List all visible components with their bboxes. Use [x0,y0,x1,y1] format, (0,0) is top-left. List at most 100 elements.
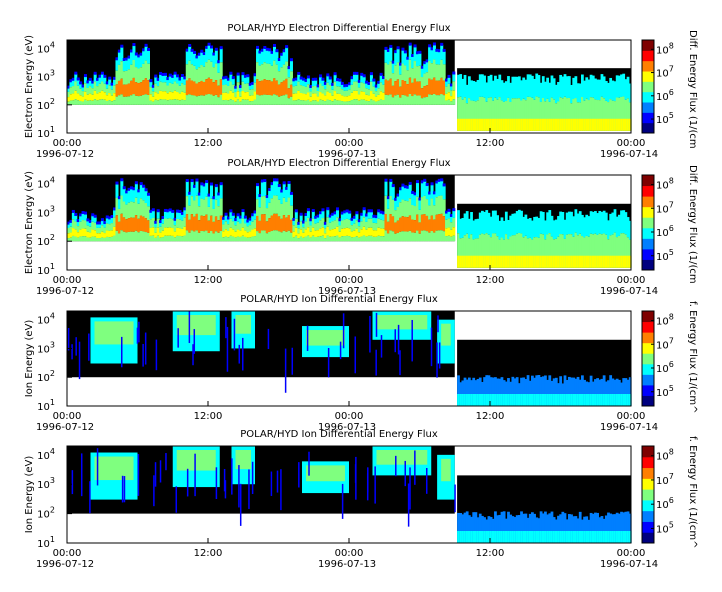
flux-column [151,86,155,92]
flux-column [348,84,352,90]
flux-edge [168,208,172,212]
flux-column [550,215,554,237]
flux-column [289,193,293,206]
flux-column [581,214,584,237]
flux-column [91,94,95,101]
flux-column [509,215,513,237]
flux-column [231,92,235,101]
flux-column [502,255,506,268]
flux-column [256,62,260,80]
flux-column [178,85,182,94]
flux-column [139,95,143,105]
flux-column [504,211,508,235]
flux-column [229,211,233,219]
flux-column [81,96,85,102]
flux-column [598,79,602,101]
flux-column [311,218,315,228]
flux-column [445,100,449,105]
flux-column [620,255,623,268]
flux-column [132,45,136,60]
flux-column [394,52,398,66]
flux-column [91,88,95,95]
flux-column [343,212,347,220]
flux-column [496,531,500,543]
flux-edge [139,182,143,186]
flux-column [105,95,109,101]
x-tick-time: 00:00 [53,411,82,422]
flux-column [413,220,417,233]
panel-1: POLAR/HYD Electron Differential Energy F… [24,23,698,160]
flux-column [491,118,495,131]
flux-column [316,236,320,242]
flux-column [188,193,192,206]
y-tick-label: 102 [37,97,55,112]
flux-streak [71,470,74,495]
flux-edge [258,194,262,198]
flux-column [517,394,521,406]
flux-column [306,84,310,93]
flux-column [91,229,95,237]
flux-edge [403,50,407,54]
flux-column [401,94,405,105]
flux-column [253,82,257,92]
flux-column [624,511,628,543]
flux-column [168,227,172,236]
flux-column [275,180,279,196]
flux-column [572,77,576,100]
flux-edge [149,79,153,83]
flux-edge [294,209,298,213]
flux-column [272,180,277,196]
y-tick-label: 102 [37,369,55,384]
flux-column [132,217,136,232]
flux-edge [222,76,226,80]
flux-column [166,93,170,101]
flux-column [258,207,262,221]
flux-column [449,96,453,102]
flux-column [531,531,534,543]
flux-column [554,238,558,268]
flux-column [294,211,298,219]
flux-column [498,74,502,98]
flux-column [626,217,630,238]
flux-column [69,221,73,227]
flux-column [465,394,469,406]
flux-streak [165,453,167,471]
flux-column [171,83,175,93]
flux-column [294,79,298,86]
flux-column [408,59,412,78]
flux-column [71,79,75,87]
flux-column [188,78,192,95]
flux-edge [209,182,214,186]
flux-column [120,46,124,62]
flux-streak [238,465,240,508]
flux-column [440,195,444,214]
flux-column [314,230,318,238]
flux-edge [151,208,155,212]
flux-column [391,97,395,105]
flux-column [596,394,599,406]
flux-column [86,231,90,238]
flux-column [209,47,214,62]
flux-column [520,255,523,268]
flux-column [202,216,206,232]
flux-column [212,82,216,96]
flux-column [193,200,197,217]
flux-column [151,210,155,218]
flux-column [585,516,589,543]
flux-column [226,224,230,232]
flux-column [624,234,628,268]
flux-column [103,223,107,228]
flux-column [323,101,327,105]
flux-edge [256,183,260,187]
flux-column [270,52,274,66]
flux-column [570,394,573,406]
flux-column [302,222,306,228]
flux-column [459,74,463,97]
flux-column [146,49,150,64]
x-tick-time: 12:00 [194,548,223,559]
flux-column [183,209,187,218]
flux-edge [403,185,407,189]
flux-column [166,227,170,236]
flux-column [323,89,327,96]
flux-edge [180,211,184,215]
